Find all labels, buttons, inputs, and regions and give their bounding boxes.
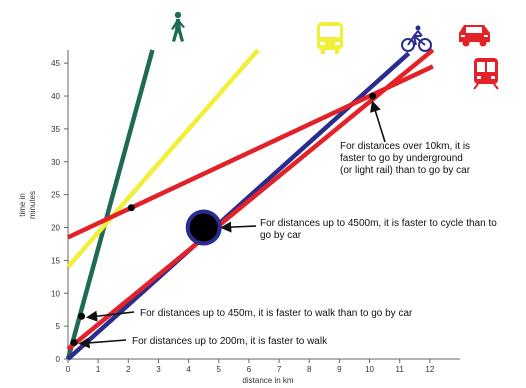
x-tick-label: 11 [396,365,405,374]
car-line [66,48,435,351]
walking-person-line [65,49,155,360]
x-tick-label: 2 [126,365,131,374]
x-tick-label: 6 [247,365,252,374]
x-tick-label: 7 [277,365,282,374]
annotation-text: For distances up to 4500m, it is faster … [260,218,497,229]
y-tick-label: 20 [51,224,60,233]
y-tick-label: 10 [51,289,60,298]
annotation-arrow [78,337,127,349]
annotation-text: (or light rail) than to go by car [340,165,471,176]
x-tick-label: 4 [186,365,191,374]
x-tick-label: 9 [337,365,342,374]
y-axis-title-line-2: minutes [28,191,37,219]
y-tick-label: 35 [51,125,60,134]
series-lines [65,48,435,361]
x-axis-title: distance in km [242,376,293,385]
bus-line [66,48,260,269]
annotations: For distances up to 200m, it is faster t… [78,100,497,349]
x-tick-group: 0 1 2 3 4 5 6 7 8 9 10 11 12 [66,359,435,374]
y-axis-title-line-1: time in [18,193,27,217]
y-tick-label: 15 [51,256,60,265]
underground-train-icon [473,58,499,90]
x-tick-label: 12 [425,365,434,374]
intersection-point [127,204,135,212]
annotation-arrow [220,221,257,233]
y-tick-label: 0 [56,355,61,364]
intersection-point [78,312,86,320]
x-tick-label: 8 [307,365,312,374]
annotation-text: For distances up to 200m, it is faster t… [132,336,328,347]
x-tick-label: 1 [96,365,101,374]
bus-icon [317,22,343,54]
y-tick-label: 5 [56,322,61,331]
y-tick-label: 25 [51,191,60,200]
bicycle-icon [401,25,432,52]
y-tick-label: 45 [51,59,60,68]
y-tick-group: 0 5 10 15 20 25 30 35 40 45 [51,59,68,364]
annotation-text: faster to go by underground [340,153,463,164]
y-tick-label: 30 [51,158,60,167]
y-tick-label: 40 [51,92,60,101]
intersection-point [369,92,377,100]
walking-person-icon [171,11,185,42]
annotation-text: For distances up to 450m, it is faster t… [140,308,413,319]
annotation-arrow [85,310,135,322]
x-tick-label: 10 [365,365,374,374]
intersection-point [70,339,78,347]
y-axis-title: time in minutes [18,191,37,219]
highlight-point-large [185,209,222,246]
intersection-points [70,92,377,347]
car-icon [459,25,490,47]
annotation-text: For distances over 10km, it is [340,141,470,152]
x-tick-label: 5 [217,365,222,374]
x-tick-label: 3 [156,365,161,374]
annotation-arrow [370,100,386,143]
x-tick-label: 0 [66,365,71,374]
annotation-text: go by car [260,230,302,241]
